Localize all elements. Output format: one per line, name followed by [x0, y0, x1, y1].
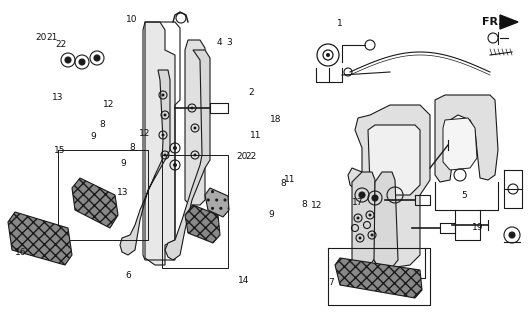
Text: 1: 1 — [337, 19, 342, 28]
Circle shape — [190, 107, 194, 109]
Text: 4: 4 — [217, 38, 222, 47]
Polygon shape — [435, 95, 498, 182]
Circle shape — [162, 133, 164, 137]
Circle shape — [326, 53, 330, 57]
Circle shape — [359, 192, 365, 198]
Circle shape — [359, 236, 362, 239]
Circle shape — [173, 146, 177, 150]
Text: 20: 20 — [236, 152, 248, 161]
Polygon shape — [500, 15, 518, 29]
Circle shape — [194, 126, 196, 130]
Circle shape — [356, 217, 360, 220]
Polygon shape — [368, 125, 420, 195]
Circle shape — [162, 93, 164, 97]
Text: 13: 13 — [52, 93, 63, 102]
Circle shape — [94, 55, 100, 61]
Circle shape — [65, 57, 71, 63]
Text: 6: 6 — [126, 271, 131, 280]
Circle shape — [369, 213, 371, 217]
Text: FR.: FR. — [482, 17, 503, 27]
Text: 8: 8 — [280, 179, 286, 188]
Polygon shape — [443, 118, 477, 170]
Text: 22: 22 — [55, 40, 67, 49]
Polygon shape — [352, 172, 375, 268]
Polygon shape — [205, 188, 229, 217]
Polygon shape — [348, 105, 430, 268]
Polygon shape — [120, 70, 170, 255]
Polygon shape — [145, 22, 175, 265]
Text: 8: 8 — [99, 120, 105, 129]
Text: 21: 21 — [46, 33, 58, 42]
Polygon shape — [8, 212, 72, 265]
Text: 14: 14 — [238, 276, 250, 285]
Text: 15: 15 — [54, 146, 65, 155]
Text: 2: 2 — [248, 88, 254, 97]
Text: 13: 13 — [117, 188, 128, 197]
Circle shape — [163, 154, 167, 156]
Circle shape — [370, 234, 373, 236]
Circle shape — [163, 114, 167, 116]
Text: 12: 12 — [311, 201, 322, 210]
Text: 8: 8 — [302, 200, 307, 209]
Text: 22: 22 — [245, 152, 257, 161]
Circle shape — [509, 232, 515, 238]
Circle shape — [372, 195, 378, 201]
Circle shape — [173, 163, 177, 167]
Polygon shape — [185, 40, 205, 205]
Text: 10: 10 — [126, 15, 138, 24]
Circle shape — [79, 59, 85, 65]
Text: 17: 17 — [352, 198, 363, 207]
Text: 11: 11 — [250, 131, 261, 140]
Circle shape — [194, 154, 196, 156]
Text: 9: 9 — [90, 132, 96, 141]
Text: 18: 18 — [270, 115, 281, 124]
Text: 12: 12 — [103, 100, 115, 109]
Text: 9: 9 — [121, 159, 126, 168]
Text: 16: 16 — [14, 248, 26, 257]
Text: 20: 20 — [36, 33, 47, 42]
Text: 19: 19 — [472, 223, 484, 232]
Text: 11: 11 — [284, 175, 296, 184]
Text: 5: 5 — [461, 191, 467, 200]
Polygon shape — [335, 258, 422, 298]
Text: 8: 8 — [129, 143, 135, 152]
Polygon shape — [374, 172, 398, 270]
Text: 3: 3 — [226, 38, 231, 47]
Polygon shape — [165, 50, 210, 260]
Text: 7: 7 — [328, 278, 334, 287]
Text: 12: 12 — [139, 129, 151, 138]
Text: 9: 9 — [269, 210, 274, 219]
Polygon shape — [72, 178, 118, 228]
Polygon shape — [185, 205, 220, 243]
